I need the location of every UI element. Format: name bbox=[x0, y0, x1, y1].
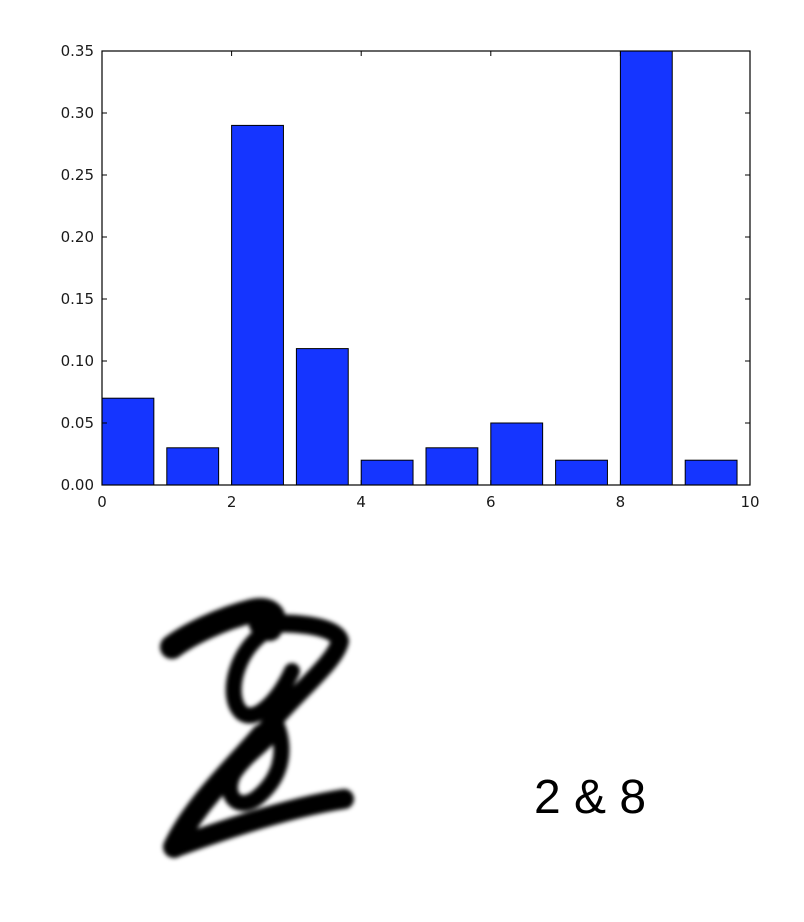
axes-frame bbox=[101, 50, 751, 486]
bar-2 bbox=[231, 124, 284, 486]
digit-caption: 2 & 8 bbox=[534, 771, 647, 824]
y-tick-label: 0.10 bbox=[61, 352, 94, 370]
y-tick-label: 0.05 bbox=[61, 414, 94, 432]
x-tick-label: 4 bbox=[356, 493, 366, 511]
y-tick-label: 0.15 bbox=[61, 290, 94, 308]
bar-5 bbox=[425, 447, 479, 486]
probability-bar-chart: 0 2 4 6 8 10 0.00 0.05 0.10 0.15 0.20 0.25 0.30 0.35 bbox=[61, 42, 760, 511]
handwritten-digit-image bbox=[160, 598, 354, 858]
ticks-group: 0 2 4 6 8 10 0.00 0.05 0.10 0.15 0.20 0.25 0.30 0.35 bbox=[61, 42, 760, 511]
x-tick-label: 6 bbox=[486, 493, 496, 511]
x-tick-label: 8 bbox=[616, 493, 626, 511]
y-tick-label: 0.30 bbox=[61, 104, 94, 122]
bar-6 bbox=[490, 422, 544, 486]
y-tick-label: 0.00 bbox=[61, 476, 94, 494]
y-tick-label: 0.20 bbox=[61, 228, 94, 246]
x-tick-label: 10 bbox=[740, 493, 759, 511]
bar-1 bbox=[166, 447, 220, 486]
bar-9 bbox=[684, 459, 738, 486]
bar-3 bbox=[295, 348, 349, 486]
bar-8 bbox=[619, 50, 673, 486]
bar-7 bbox=[555, 459, 608, 486]
bars-group bbox=[101, 50, 738, 486]
bar-0 bbox=[101, 397, 155, 486]
bar-4 bbox=[360, 459, 414, 486]
x-tick-label: 2 bbox=[227, 493, 237, 511]
y-tick-label: 0.25 bbox=[61, 166, 94, 184]
y-tick-label: 0.35 bbox=[61, 42, 94, 60]
x-tick-label: 0 bbox=[97, 493, 107, 511]
